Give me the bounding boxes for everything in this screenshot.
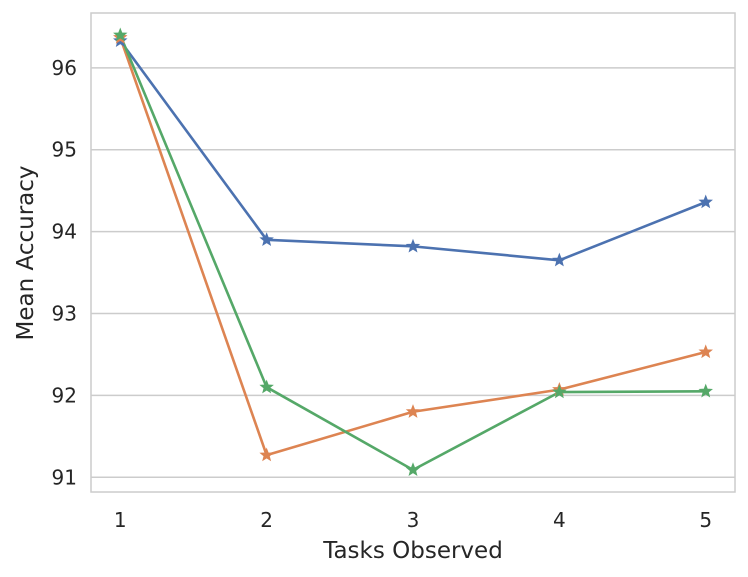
x-tick-label: 2	[260, 508, 273, 532]
series-markers	[113, 27, 713, 477]
y-tick-label: 95	[52, 138, 77, 162]
grid-lines	[91, 67, 735, 479]
point-series-3-3	[405, 462, 421, 477]
point-series-1-3	[405, 238, 421, 253]
point-series-3-4	[552, 384, 567, 399]
y-tick-label: 92	[52, 383, 77, 407]
point-series-3-1	[113, 27, 128, 42]
series-line-1	[119, 40, 707, 262]
y-axis-label: Mean Accuracy	[13, 166, 39, 341]
y-tick-labels: 91 92 93 94 95 96	[52, 56, 77, 489]
point-series-2-5	[698, 344, 713, 359]
x-tick-label: 5	[699, 508, 712, 532]
y-tick-label: 94	[52, 220, 77, 244]
x-tick-labels: 1 2 3 4 5	[114, 508, 712, 532]
point-series-2-2	[259, 447, 274, 462]
point-series-1-2	[259, 232, 274, 246]
x-tick-label: 3	[407, 508, 420, 532]
point-series-1-5	[698, 194, 713, 209]
y-tick-label: 93	[52, 302, 77, 326]
x-tick-label: 4	[553, 508, 566, 532]
x-axis-label: Tasks Observed	[322, 538, 503, 564]
point-series-3-5	[698, 383, 713, 398]
point-series-2-3	[405, 404, 421, 418]
y-tick-label: 91	[52, 465, 77, 489]
point-series-3-2	[259, 379, 274, 394]
plot-frame	[90, 12, 736, 493]
y-tick-label: 96	[52, 56, 77, 80]
x-tick-label: 1	[114, 508, 127, 532]
point-series-1-4	[552, 252, 567, 267]
